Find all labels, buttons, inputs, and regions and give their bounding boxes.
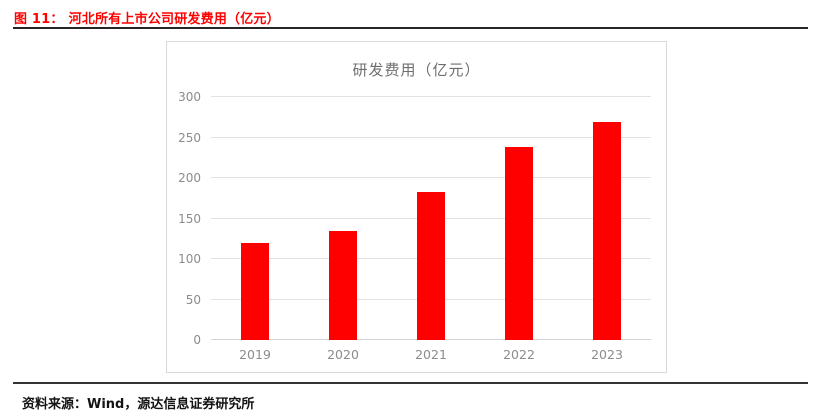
bar-slot-2022 xyxy=(475,97,563,340)
y-tick-label-100: 100 xyxy=(178,252,201,267)
y-tick-label-300: 300 xyxy=(178,90,201,104)
y-tick-label-150: 150 xyxy=(178,211,201,226)
bar-slot-2020 xyxy=(299,97,387,340)
y-tick-label-50: 50 xyxy=(185,292,201,307)
chart-title: 研发费用（亿元） xyxy=(352,61,481,79)
gridline-200 xyxy=(211,177,651,179)
bar-2021 xyxy=(417,191,445,340)
bar-slot-2021 xyxy=(387,97,475,340)
header-divider xyxy=(13,27,808,29)
y-tick-label-200: 200 xyxy=(178,171,201,186)
figure-caption: 图 11： 河北所有上市公司研发费用（亿元） xyxy=(14,8,280,27)
x-tick-label-2022: 2022 xyxy=(503,347,535,362)
bar-2019 xyxy=(241,242,269,340)
plot-area: 0 50 100 150 200 250 300 2019 2020 2021 2022 2023 xyxy=(178,90,651,362)
gridline-250 xyxy=(211,136,651,138)
y-tick-label-0: 0 xyxy=(193,333,201,347)
bar-2023 xyxy=(593,122,621,340)
x-tick-label-2020: 2020 xyxy=(327,347,359,362)
bar-layer xyxy=(211,97,651,340)
bar-slot-2023 xyxy=(563,97,651,340)
chart-card: 研发费用（亿元） 0 50 100 150 200 250 300 2019 2020 2021… xyxy=(166,41,667,373)
figure-number: 图 11： xyxy=(14,12,64,27)
bar-2020 xyxy=(329,231,357,340)
bar-slot-2019 xyxy=(211,97,299,340)
bar-2022 xyxy=(505,147,533,340)
figure-title: 河北所有上市公司研发费用（亿元） xyxy=(68,12,280,27)
gridline-300 xyxy=(211,96,651,97)
x-tick-label-2023: 2023 xyxy=(591,347,623,362)
y-tick-label-250: 250 xyxy=(178,130,201,145)
x-axis: 2019 2020 2021 2022 2023 xyxy=(211,347,651,362)
source-note: 资料来源：Wind，源达信息证券研究所 xyxy=(22,397,255,412)
footer-divider xyxy=(13,382,808,384)
x-tick-label-2019: 2019 xyxy=(239,347,271,362)
x-tick-label-2021: 2021 xyxy=(415,347,447,362)
